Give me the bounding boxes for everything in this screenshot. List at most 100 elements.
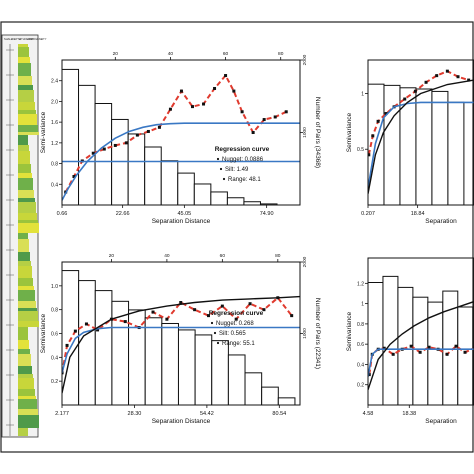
- experimental-point: [368, 153, 371, 157]
- histogram-bar: [277, 397, 296, 405]
- well-log-layer: [18, 173, 32, 178]
- well-log-layer: [18, 57, 30, 63]
- y-tick-label: 0.6: [51, 332, 58, 338]
- plot-area: [62, 68, 300, 205]
- well-log-layer: [18, 63, 31, 76]
- histogram-bar: [177, 172, 195, 205]
- legend-item: Nugget: 0.268: [216, 321, 254, 327]
- y-tick-label: 0.5: [357, 147, 364, 153]
- y-axis-label: Semivariance: [40, 313, 47, 353]
- y2-axis-label: Number of Pairs (34368): [314, 97, 321, 168]
- model-variogram-line: [368, 101, 474, 189]
- experimental-point: [391, 352, 395, 356]
- experimental-point: [213, 86, 217, 90]
- legend-bullet: [210, 321, 214, 325]
- well-log-layer: [18, 374, 33, 378]
- experimental-point: [248, 302, 252, 306]
- well-log-layer: [18, 132, 39, 135]
- well-log-layer: [18, 290, 35, 301]
- experimental-point: [65, 343, 69, 347]
- histogram-bar: [144, 317, 163, 405]
- legend-bullet: [222, 177, 226, 181]
- histogram-bar: [368, 282, 384, 405]
- well-log-layer: [18, 301, 36, 308]
- x-tick-label: 0.66: [57, 211, 68, 217]
- legend-title: Regression curve: [215, 146, 270, 153]
- trend-line: [368, 300, 474, 391]
- histogram-bar: [261, 386, 279, 405]
- experimental-point: [403, 97, 407, 101]
- experimental-point: [190, 105, 194, 109]
- histogram-bar: [161, 322, 179, 405]
- y-tick-label: 1.6: [51, 120, 58, 126]
- y-tick-label: 1.2: [51, 141, 58, 147]
- y-tick-label: 0.8: [357, 322, 364, 328]
- experimental-point: [91, 151, 95, 155]
- experimental-point: [424, 80, 428, 84]
- experimental-variogram-line: [368, 344, 474, 375]
- legend-item: Range: 55.1: [222, 341, 255, 347]
- plot-area: [368, 275, 474, 405]
- well-log-layer: [18, 145, 29, 151]
- experimental-point: [146, 129, 150, 133]
- y-tick-label: 1.0: [51, 284, 58, 290]
- histogram-bar: [160, 160, 179, 205]
- well-log-layer: [18, 135, 28, 145]
- well-log-layer: [18, 261, 31, 266]
- experimental-point: [234, 317, 238, 321]
- well-log-header-2: DEPTH: [12, 37, 21, 41]
- experimental-point: [124, 141, 128, 145]
- experimental-point: [445, 69, 449, 73]
- well-log-header-3: LITHOLOGY: [19, 37, 34, 41]
- well-log-layer: [18, 202, 36, 213]
- experimental-point: [157, 125, 161, 129]
- histogram-bar: [78, 84, 96, 205]
- well-log-layer: [18, 90, 34, 102]
- well-log-layer: [18, 44, 28, 47]
- well-log-layer: [18, 389, 35, 396]
- experimental-point: [102, 147, 106, 151]
- experimental-point: [472, 346, 474, 350]
- experimental-point: [368, 373, 371, 377]
- experimental-point: [382, 346, 386, 350]
- y2-tick-label: 2000: [302, 256, 308, 267]
- y-tick-label: 0.8: [51, 308, 58, 314]
- histogram-bar: [227, 354, 246, 405]
- histogram-bar: [226, 197, 245, 205]
- x-axis-label: Separation Distance: [152, 418, 211, 425]
- y-tick-label: 0.4: [357, 362, 364, 368]
- plot-frame: [367, 257, 474, 406]
- x-axis-label: Separation: [425, 218, 457, 225]
- top-x-tick-label: 20: [113, 51, 119, 57]
- legend-item: Silt: 1.49: [225, 167, 249, 173]
- y-tick-label: 2.0: [51, 99, 58, 105]
- experimental-point: [72, 175, 76, 179]
- histogram-bar: [259, 203, 278, 205]
- y-axis-label: Semivariance: [346, 112, 353, 152]
- histogram-bar: [144, 146, 162, 205]
- legend-bullet: [219, 167, 223, 171]
- experimental-point: [220, 304, 224, 308]
- chart-panel-bottom-right: 4.58 18.38 Separation 0.2 0.4 0.6 0.8 1 1.2 Semiv…: [346, 257, 474, 425]
- experimental-point: [463, 350, 467, 354]
- experimental-point: [113, 143, 117, 147]
- trend-line: [368, 79, 474, 194]
- experimental-point: [290, 314, 294, 318]
- legend-title: Regression curve: [209, 310, 264, 317]
- experimental-point: [456, 75, 460, 79]
- y-tick-label: 1: [361, 302, 364, 308]
- plot-frame: [367, 59, 474, 206]
- experimental-point: [384, 112, 388, 116]
- x-axis-label: Separation: [425, 418, 457, 425]
- well-log-layer: [18, 399, 37, 409]
- y-tick-label: 1.2: [357, 281, 364, 287]
- well-log-layer: [18, 252, 30, 261]
- experimental-point: [179, 89, 183, 93]
- well-log-layer: [18, 102, 35, 110]
- experimental-point: [262, 118, 266, 122]
- well-log-layer: [18, 164, 31, 173]
- trend-line: [62, 295, 300, 394]
- experimental-point: [96, 328, 100, 332]
